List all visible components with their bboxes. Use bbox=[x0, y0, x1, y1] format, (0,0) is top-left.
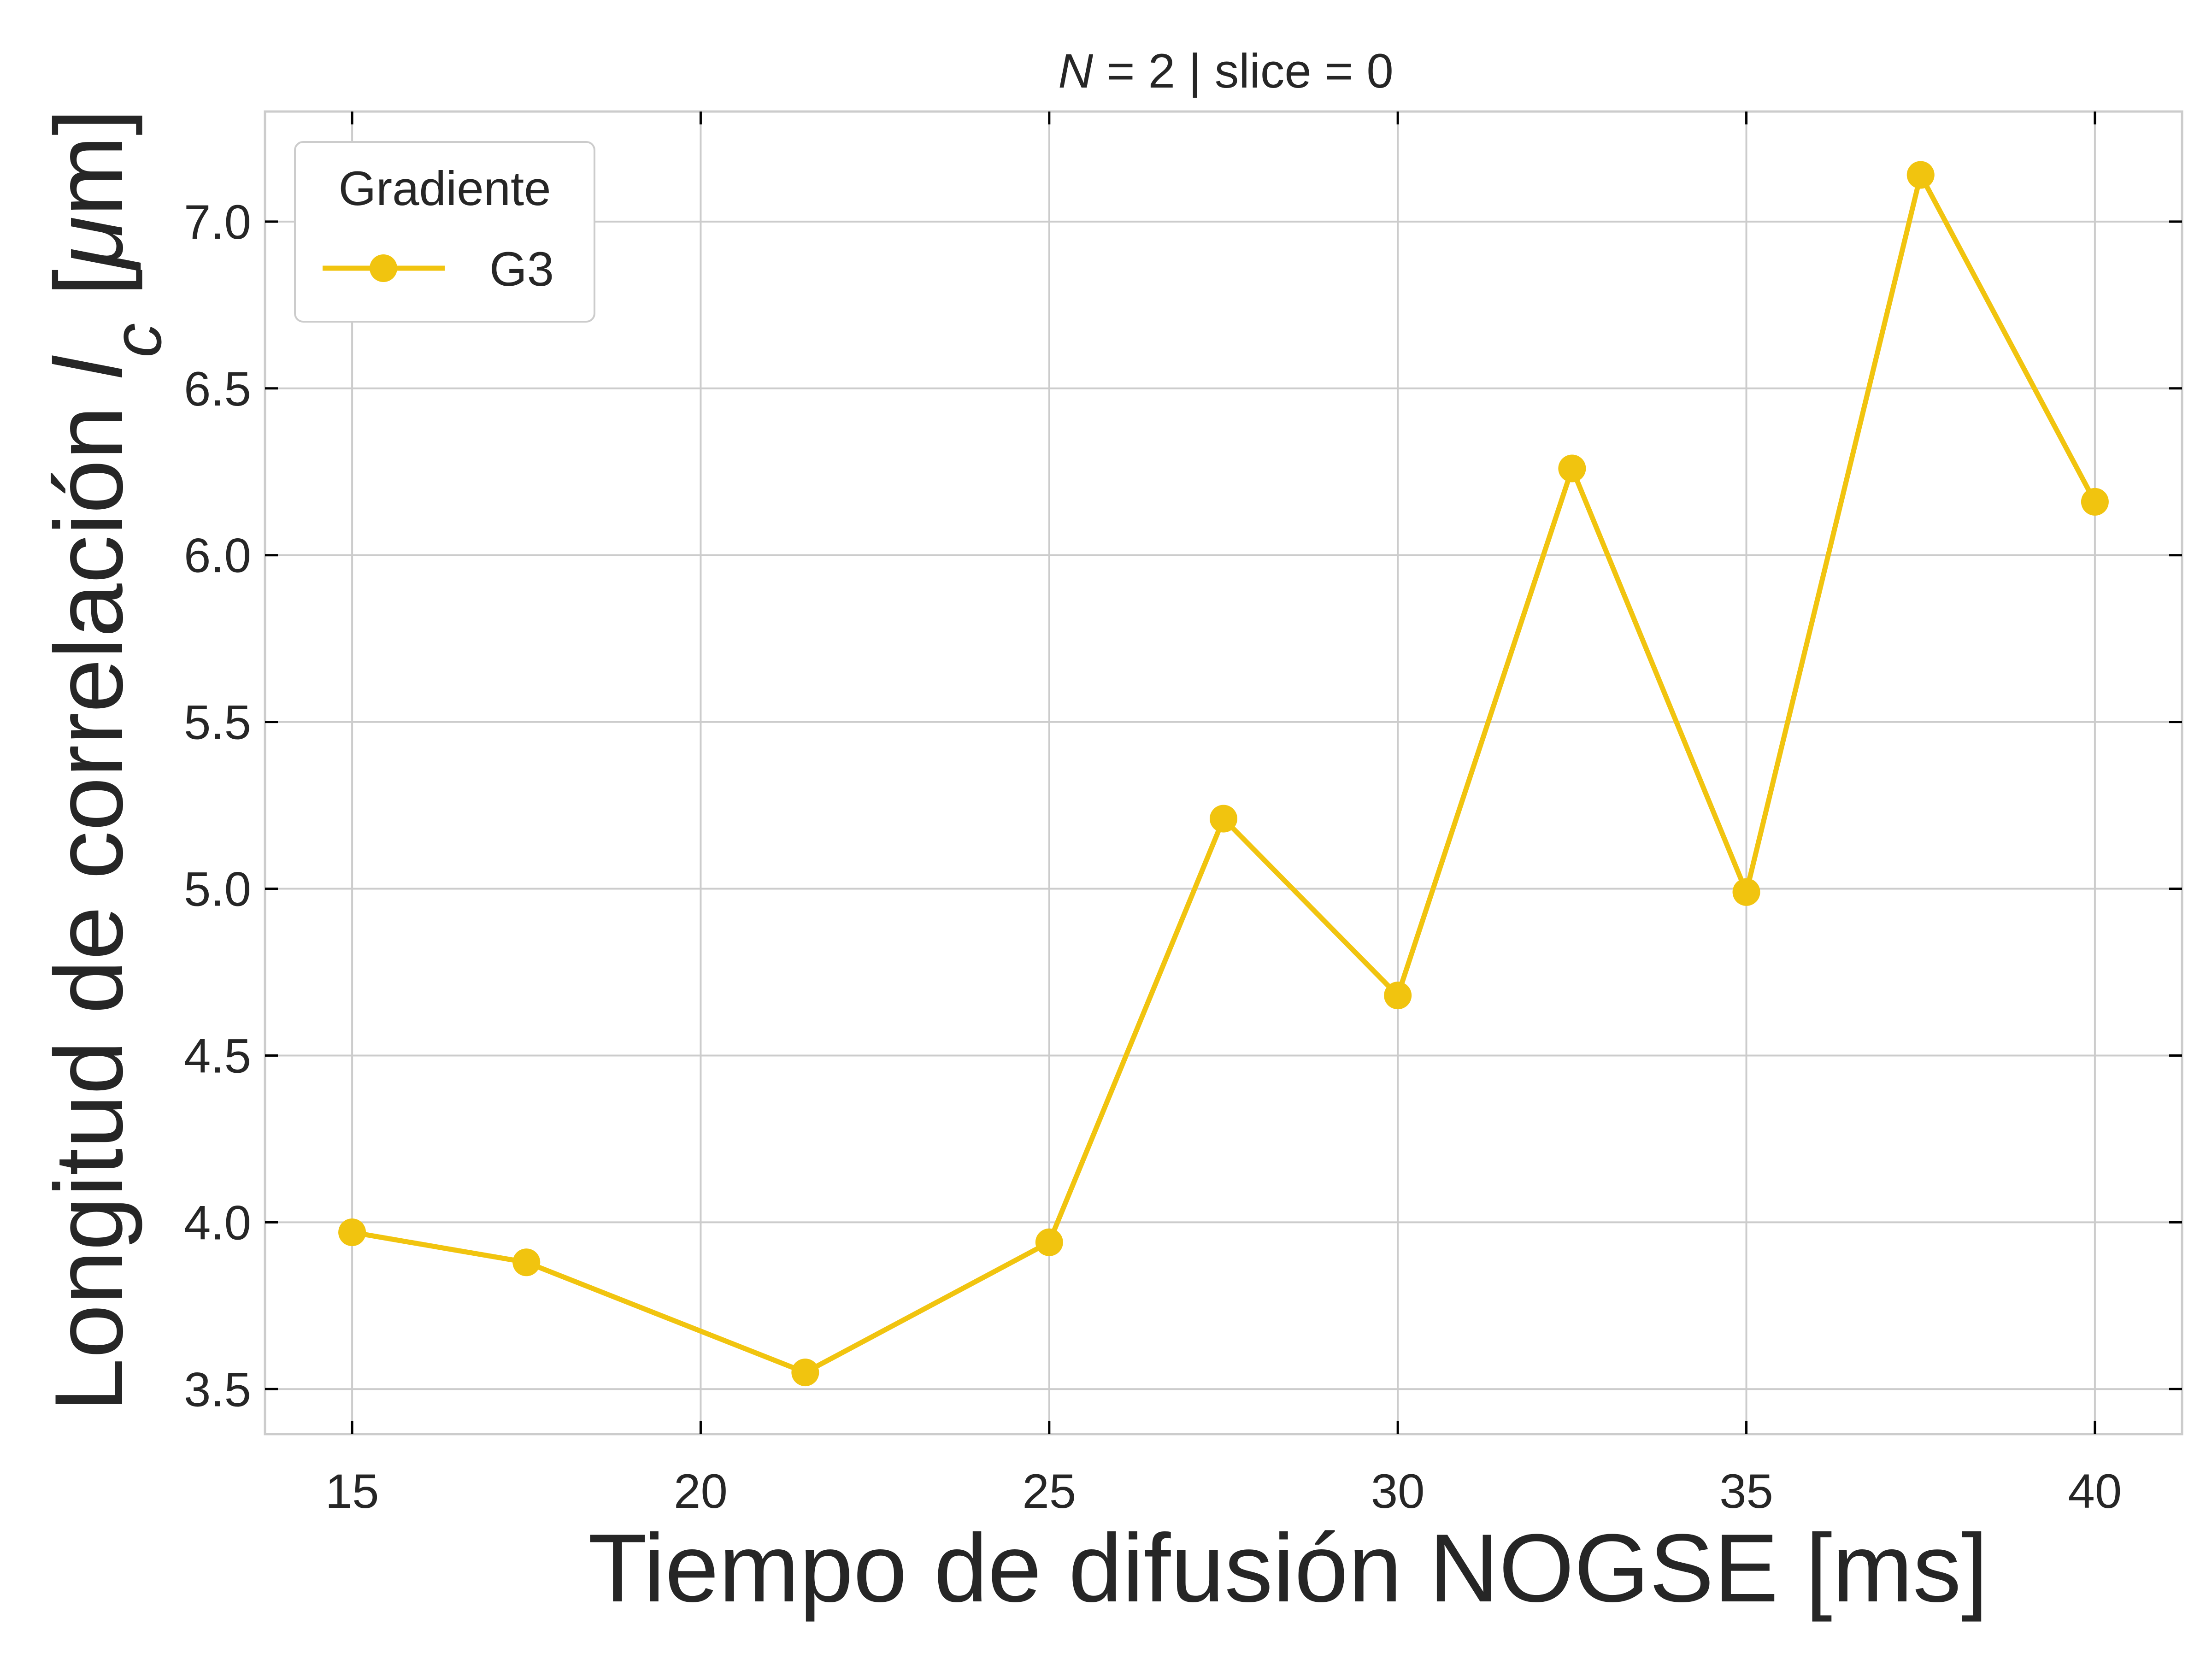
x-tick-label: 35 bbox=[1719, 1465, 1773, 1518]
series-line-g3 bbox=[352, 172, 2097, 1375]
y-tick-label: 4.5 bbox=[184, 1029, 251, 1083]
tick-marks bbox=[265, 112, 2182, 1434]
x-tick-labels: 15 20 25 30 35 40 bbox=[325, 1465, 2122, 1518]
x-tick-label: 15 bbox=[325, 1465, 379, 1518]
x-tick-label: 40 bbox=[2068, 1465, 2122, 1518]
grid-lines bbox=[265, 112, 2182, 1434]
ylabel-symbol: l bbox=[35, 355, 143, 379]
legend: Gradiente G3 bbox=[294, 141, 595, 323]
ylabel-subscript: c bbox=[98, 323, 176, 358]
ylabel-unit-symbol: μ bbox=[35, 216, 143, 271]
data-point-g3 bbox=[791, 1359, 819, 1387]
legend-label-g3: G3 bbox=[489, 242, 554, 296]
legend-title: Gradiente bbox=[338, 162, 551, 216]
ylabel-unit-rest: m] bbox=[35, 109, 143, 216]
data-point-g3 bbox=[1558, 454, 1586, 482]
data-series bbox=[338, 161, 2109, 1387]
x-tick-label: 30 bbox=[1371, 1465, 1425, 1518]
y-tick-label: 3.5 bbox=[184, 1363, 251, 1417]
x-axis-title: Tiempo de difusión NOGSE [ms] bbox=[588, 1514, 1988, 1622]
data-point-g3 bbox=[338, 1218, 366, 1247]
y-tick-label: 5.0 bbox=[184, 863, 251, 917]
data-point-g3 bbox=[2081, 488, 2109, 516]
x-tick-label: 25 bbox=[1022, 1465, 1076, 1518]
data-point-g3 bbox=[1035, 1228, 1063, 1256]
data-point-g3 bbox=[1906, 161, 1935, 189]
y-tick-label: 5.5 bbox=[184, 696, 251, 750]
data-point-g3 bbox=[1210, 805, 1237, 833]
y-tick-label: 6.5 bbox=[184, 362, 251, 416]
legend-marker-g3 bbox=[370, 254, 397, 282]
y-tick-label: 7.0 bbox=[184, 195, 251, 249]
x-tick-label: 20 bbox=[674, 1465, 728, 1518]
data-point-g3 bbox=[1384, 982, 1412, 1010]
y-axis-title: Longitud de correlación lc [μm] bbox=[35, 109, 176, 1412]
data-point-g3 bbox=[1732, 878, 1760, 906]
plot-area-frame bbox=[264, 110, 2183, 1435]
ylabel-prefix: Longitud de correlación bbox=[35, 379, 143, 1412]
legend-frame bbox=[294, 141, 595, 323]
ylabel-bracket-open: [ bbox=[35, 269, 143, 323]
chart-title: N = 2 | slice = 0 bbox=[1058, 44, 1394, 98]
data-point-g3 bbox=[512, 1248, 541, 1277]
y-tick-labels: 3.5 4.0 4.5 5.0 5.5 6.0 6.5 7.0 bbox=[184, 195, 251, 1417]
title-variable: N bbox=[1058, 44, 1093, 98]
y-tick-label: 6.0 bbox=[184, 529, 251, 583]
y-tick-label: 4.0 bbox=[184, 1196, 251, 1250]
title-rest: = 2 | slice = 0 bbox=[1093, 44, 1394, 98]
